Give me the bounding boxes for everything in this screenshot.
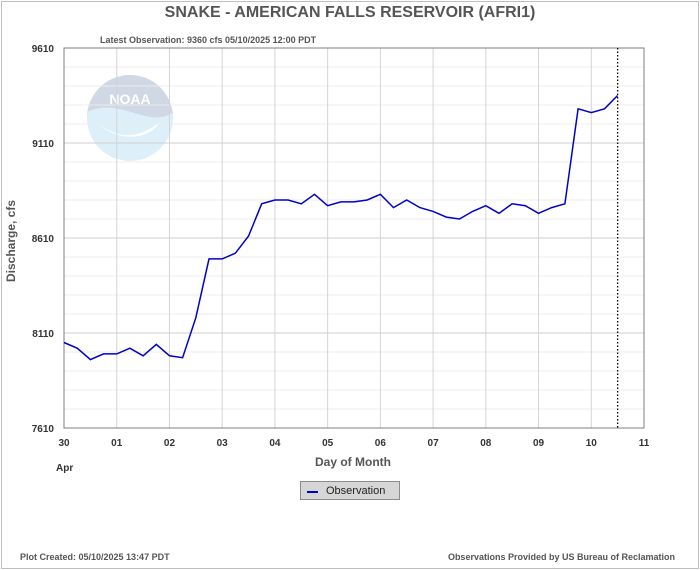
plot-created-text: Plot Created: 05/10/2025 13:47 PDT: [20, 552, 170, 562]
x-tick-label: 03: [217, 438, 229, 449]
x-tick-label: 30: [58, 438, 70, 449]
x-tick-label: 06: [375, 438, 387, 449]
x-tick-label: 04: [269, 438, 281, 449]
plot-border: [63, 47, 645, 429]
chart-title: SNAKE - AMERICAN FALLS RESERVOIR (AFRI1): [164, 4, 536, 21]
x-tick-label: 08: [480, 438, 492, 449]
noaa-logo-text: NOAA: [109, 91, 150, 107]
y-tick-label: 8110: [32, 329, 54, 340]
legend: Observation: [300, 481, 400, 500]
y-tick-label: 8610: [32, 234, 55, 245]
x-tick-label: 01: [111, 438, 123, 449]
tick-labels: 7610 8110 8610 9110 9610 30 01 02 03 04 05 06 07 08 09…: [32, 44, 650, 474]
y-tick-label: 9610: [32, 44, 55, 55]
noaa-logo: NOAA: [87, 75, 173, 161]
series-line-observation: [63, 94, 619, 361]
x-axis-label: Day of Month: [315, 455, 391, 469]
latest-observation-text: Latest Observation: 9360 cfs 05/10/2025 …: [100, 35, 317, 45]
y-axis-label: Discharge, cfs: [4, 200, 18, 282]
data-source-text: Observations Provided by US Bureau of Re…: [447, 552, 675, 562]
x-tick-label: 02: [164, 438, 176, 449]
legend-swatch-observation: [307, 491, 318, 493]
axes: [63, 47, 645, 429]
x-tick-label: 09: [533, 438, 545, 449]
grid-lines: [63, 47, 645, 429]
y-tick-label: 7610: [32, 424, 55, 435]
legend-label-observation: Observation: [326, 485, 386, 497]
x-tick-label: 11: [639, 438, 650, 449]
y-tick-label: 9110: [32, 139, 54, 150]
x-tick-label: 10: [586, 438, 598, 449]
x-tick-label: 07: [428, 438, 440, 449]
x-tick-label: 05: [322, 438, 334, 449]
x-tick-month-label: Apr: [56, 463, 73, 474]
